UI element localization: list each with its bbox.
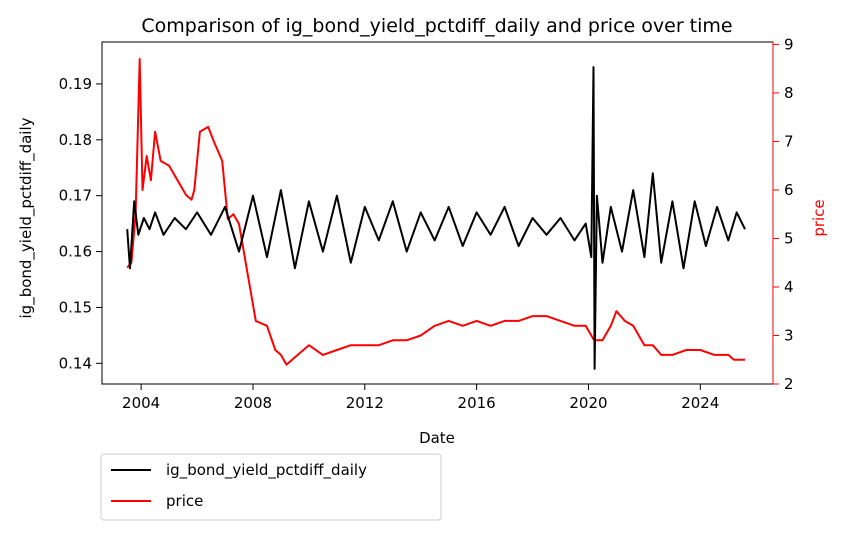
y-right-tick-label: 6 [784,181,794,199]
x-tick-label: 2004 [122,394,160,412]
series-layer [126,58,746,370]
y-right-tick-label: 5 [784,229,794,247]
y-left-tick-label: 0.14 [59,354,92,372]
y-left-tick-label: 0.19 [59,75,92,93]
y-right-tick-label: 7 [784,132,794,150]
y-axis-right-title: price [810,199,828,236]
y-axis-left: 0.14 0.15 0.16 0.17 0.18 0.19 [59,75,102,372]
plot-frame [101,41,774,385]
legend-label-ig-bond: ig_bond_yield_pctdiff_daily [166,461,367,480]
y-axis-right: 2 3 4 5 6 7 8 9 [773,35,794,393]
y-left-tick-label: 0.18 [59,131,92,149]
x-tick-label: 2008 [234,394,272,412]
y-right-tick-label: 8 [784,84,794,102]
x-tick-label: 2016 [458,394,496,412]
x-tick-label: 2020 [569,394,607,412]
legend: ig_bond_yield_pctdiff_daily price [100,453,442,521]
y-left-tick-label: 0.15 [59,298,92,316]
y-left-tick-label: 0.16 [59,243,92,261]
series-line-price [126,58,745,366]
legend-label-price: price [166,492,203,510]
y-right-tick-label: 2 [784,375,794,393]
x-tick-label: 2012 [346,394,384,412]
y-left-tick-label: 0.17 [59,187,92,205]
chart-title: Comparison of ig_bond_yield_pctdiff_dail… [141,15,732,37]
y-right-tick-label: 3 [784,326,794,344]
x-axis: 2004 2008 2012 2016 2020 2024 [122,384,719,412]
series-line-ig-bond-yield [126,66,746,370]
legend-frame [100,453,442,521]
x-axis-title: Date [419,429,455,447]
y-right-tick-label: 4 [784,278,794,296]
x-tick-label: 2024 [681,394,719,412]
y-axis-left-title: ig_bond_yield_pctdiff_daily [17,117,36,318]
y-right-tick-label: 9 [784,35,794,53]
